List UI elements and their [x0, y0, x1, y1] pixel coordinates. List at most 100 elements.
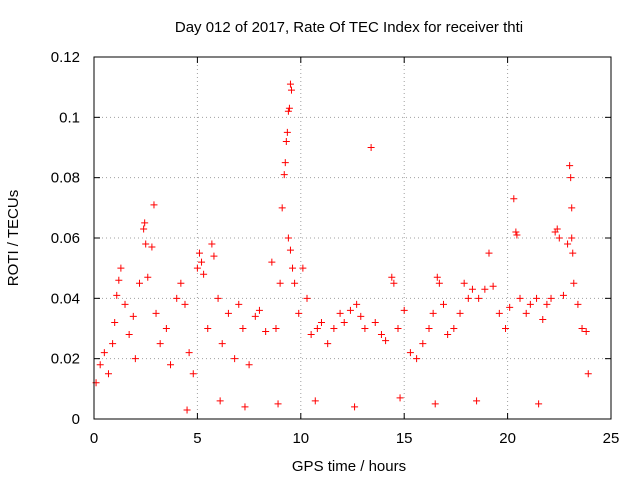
- data-point: [539, 315, 547, 323]
- data-point: [307, 331, 315, 339]
- data-point: [216, 397, 224, 405]
- data-point: [274, 400, 282, 408]
- data-point: [117, 264, 125, 272]
- data-point: [286, 80, 294, 88]
- data-point: [140, 225, 148, 233]
- data-point: [125, 331, 133, 339]
- data-point: [568, 234, 576, 242]
- data-point: [280, 171, 288, 179]
- data-point: [285, 104, 293, 112]
- data-point: [485, 249, 493, 257]
- data-point: [382, 337, 390, 345]
- data-point: [283, 128, 291, 136]
- y-tick-label: 0.06: [51, 230, 80, 247]
- data-point: [582, 328, 590, 336]
- y-tick-label: 0.08: [51, 170, 80, 187]
- data-point: [210, 252, 218, 260]
- data-point: [468, 285, 476, 293]
- data-point: [156, 340, 164, 348]
- data-point: [218, 340, 226, 348]
- data-point: [513, 231, 521, 239]
- data-point: [189, 370, 197, 378]
- data-point: [406, 349, 414, 357]
- data-point: [555, 234, 563, 242]
- data-point: [152, 309, 160, 317]
- data-point: [377, 331, 385, 339]
- data-point: [435, 279, 443, 287]
- data-point: [251, 312, 259, 320]
- data-point: [570, 279, 578, 287]
- data-point: [96, 361, 104, 369]
- data-point: [303, 294, 311, 302]
- data-point: [239, 325, 247, 332]
- data-point: [235, 300, 243, 308]
- data-point: [195, 249, 203, 257]
- data-point: [109, 340, 117, 348]
- data-point: [559, 291, 567, 299]
- data-point: [475, 294, 483, 302]
- data-point: [413, 355, 421, 363]
- data-point: [115, 276, 123, 284]
- data-point: [135, 279, 143, 287]
- data-point: [317, 318, 325, 326]
- data-point: [111, 318, 119, 326]
- data-point: [204, 325, 212, 332]
- data-point: [311, 397, 319, 405]
- data-point: [566, 162, 574, 170]
- data-point: [286, 246, 294, 254]
- data-point: [284, 107, 292, 115]
- y-tick-label: 0.04: [51, 290, 80, 307]
- data-point: [460, 279, 468, 287]
- data-point: [278, 204, 286, 212]
- data-point: [396, 394, 404, 402]
- data-point: [390, 279, 398, 287]
- data-point: [506, 303, 514, 311]
- data-point: [198, 258, 206, 266]
- x-tick-label: 5: [193, 430, 201, 447]
- data-point: [481, 285, 489, 293]
- data-point: [439, 300, 447, 308]
- y-axis-label: ROTI / TECUs: [5, 190, 22, 286]
- data-point: [262, 328, 270, 336]
- grid-layer: [94, 57, 611, 419]
- data-point: [473, 397, 481, 405]
- data-point: [183, 406, 191, 414]
- data-point: [129, 312, 137, 320]
- chart-title: Day 012 of 2017, Rate Of TEC Index for r…: [175, 19, 523, 36]
- data-point: [224, 309, 232, 317]
- data-point: [340, 318, 348, 326]
- data-point: [429, 309, 437, 317]
- data-point: [177, 279, 185, 287]
- x-tick-label: 20: [499, 430, 516, 447]
- data-point: [313, 325, 321, 332]
- y-tick-label: 0: [72, 411, 80, 428]
- data-point: [346, 306, 354, 314]
- x-tick-label: 0: [90, 430, 98, 447]
- data-point: [148, 243, 156, 251]
- data-point: [526, 300, 534, 308]
- data-point: [162, 325, 170, 332]
- data-points: [92, 80, 592, 414]
- data-point: [121, 300, 129, 308]
- data-point: [433, 273, 441, 281]
- data-point: [535, 400, 543, 408]
- data-point: [131, 355, 139, 363]
- data-point: [185, 349, 193, 357]
- data-point: [367, 144, 375, 151]
- x-tick-label: 25: [603, 430, 620, 447]
- data-point: [425, 325, 433, 332]
- tick-labels: 0 5 10 15 20 25 0 0.02 0.04 0.06 0.08 0.1 0.12: [51, 49, 620, 447]
- data-point: [502, 325, 510, 332]
- data-point: [284, 234, 292, 242]
- data-point: [245, 361, 253, 369]
- data-point: [510, 195, 518, 203]
- data-point: [567, 174, 575, 182]
- data-point: [299, 264, 307, 272]
- data-point: [419, 340, 427, 348]
- y-tick-label: 0.12: [51, 49, 80, 66]
- data-point: [142, 240, 150, 248]
- data-point: [291, 279, 299, 287]
- data-point: [276, 279, 284, 287]
- x-tick-label: 15: [396, 430, 413, 447]
